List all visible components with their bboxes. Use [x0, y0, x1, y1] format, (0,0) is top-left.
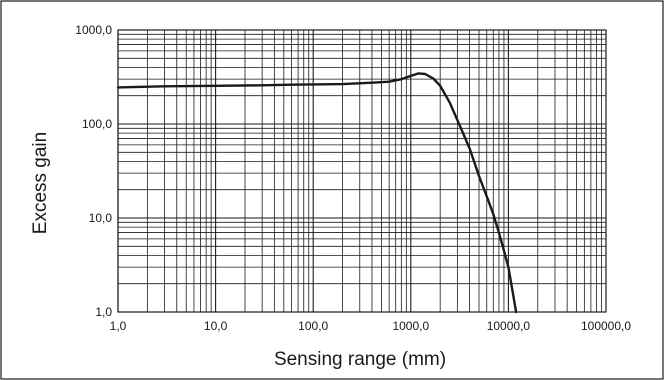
y-axis-ticks: 1,0 10,0 100,0 1000,0 — [75, 23, 112, 319]
x-tick-label: 10000,0 — [487, 319, 531, 333]
x-tick-label: 1000,0 — [392, 319, 429, 333]
plot-frame — [117, 29, 607, 313]
series-line-1 — [116, 72, 518, 314]
x-axis-title: Sensing range (mm) — [274, 349, 446, 370]
y-tick-label: 1,0 — [95, 305, 112, 319]
x-tick-label: 1,0 — [110, 319, 127, 333]
x-axis-ticks: 1,0 10,0 100,0 1000,0 10000,0 100000,0 — [110, 319, 632, 333]
y-tick-label: 1000,0 — [75, 23, 112, 37]
x-tick-label: 100000,0 — [581, 319, 631, 333]
y-tick-label: 10,0 — [89, 211, 113, 225]
y-axis-title: Excess gain — [30, 132, 51, 234]
x-tick-label: 100,0 — [298, 319, 328, 333]
y-tick-label: 100,0 — [82, 117, 112, 131]
series-layer — [116, 72, 518, 314]
x-tick-label: 10,0 — [204, 319, 228, 333]
